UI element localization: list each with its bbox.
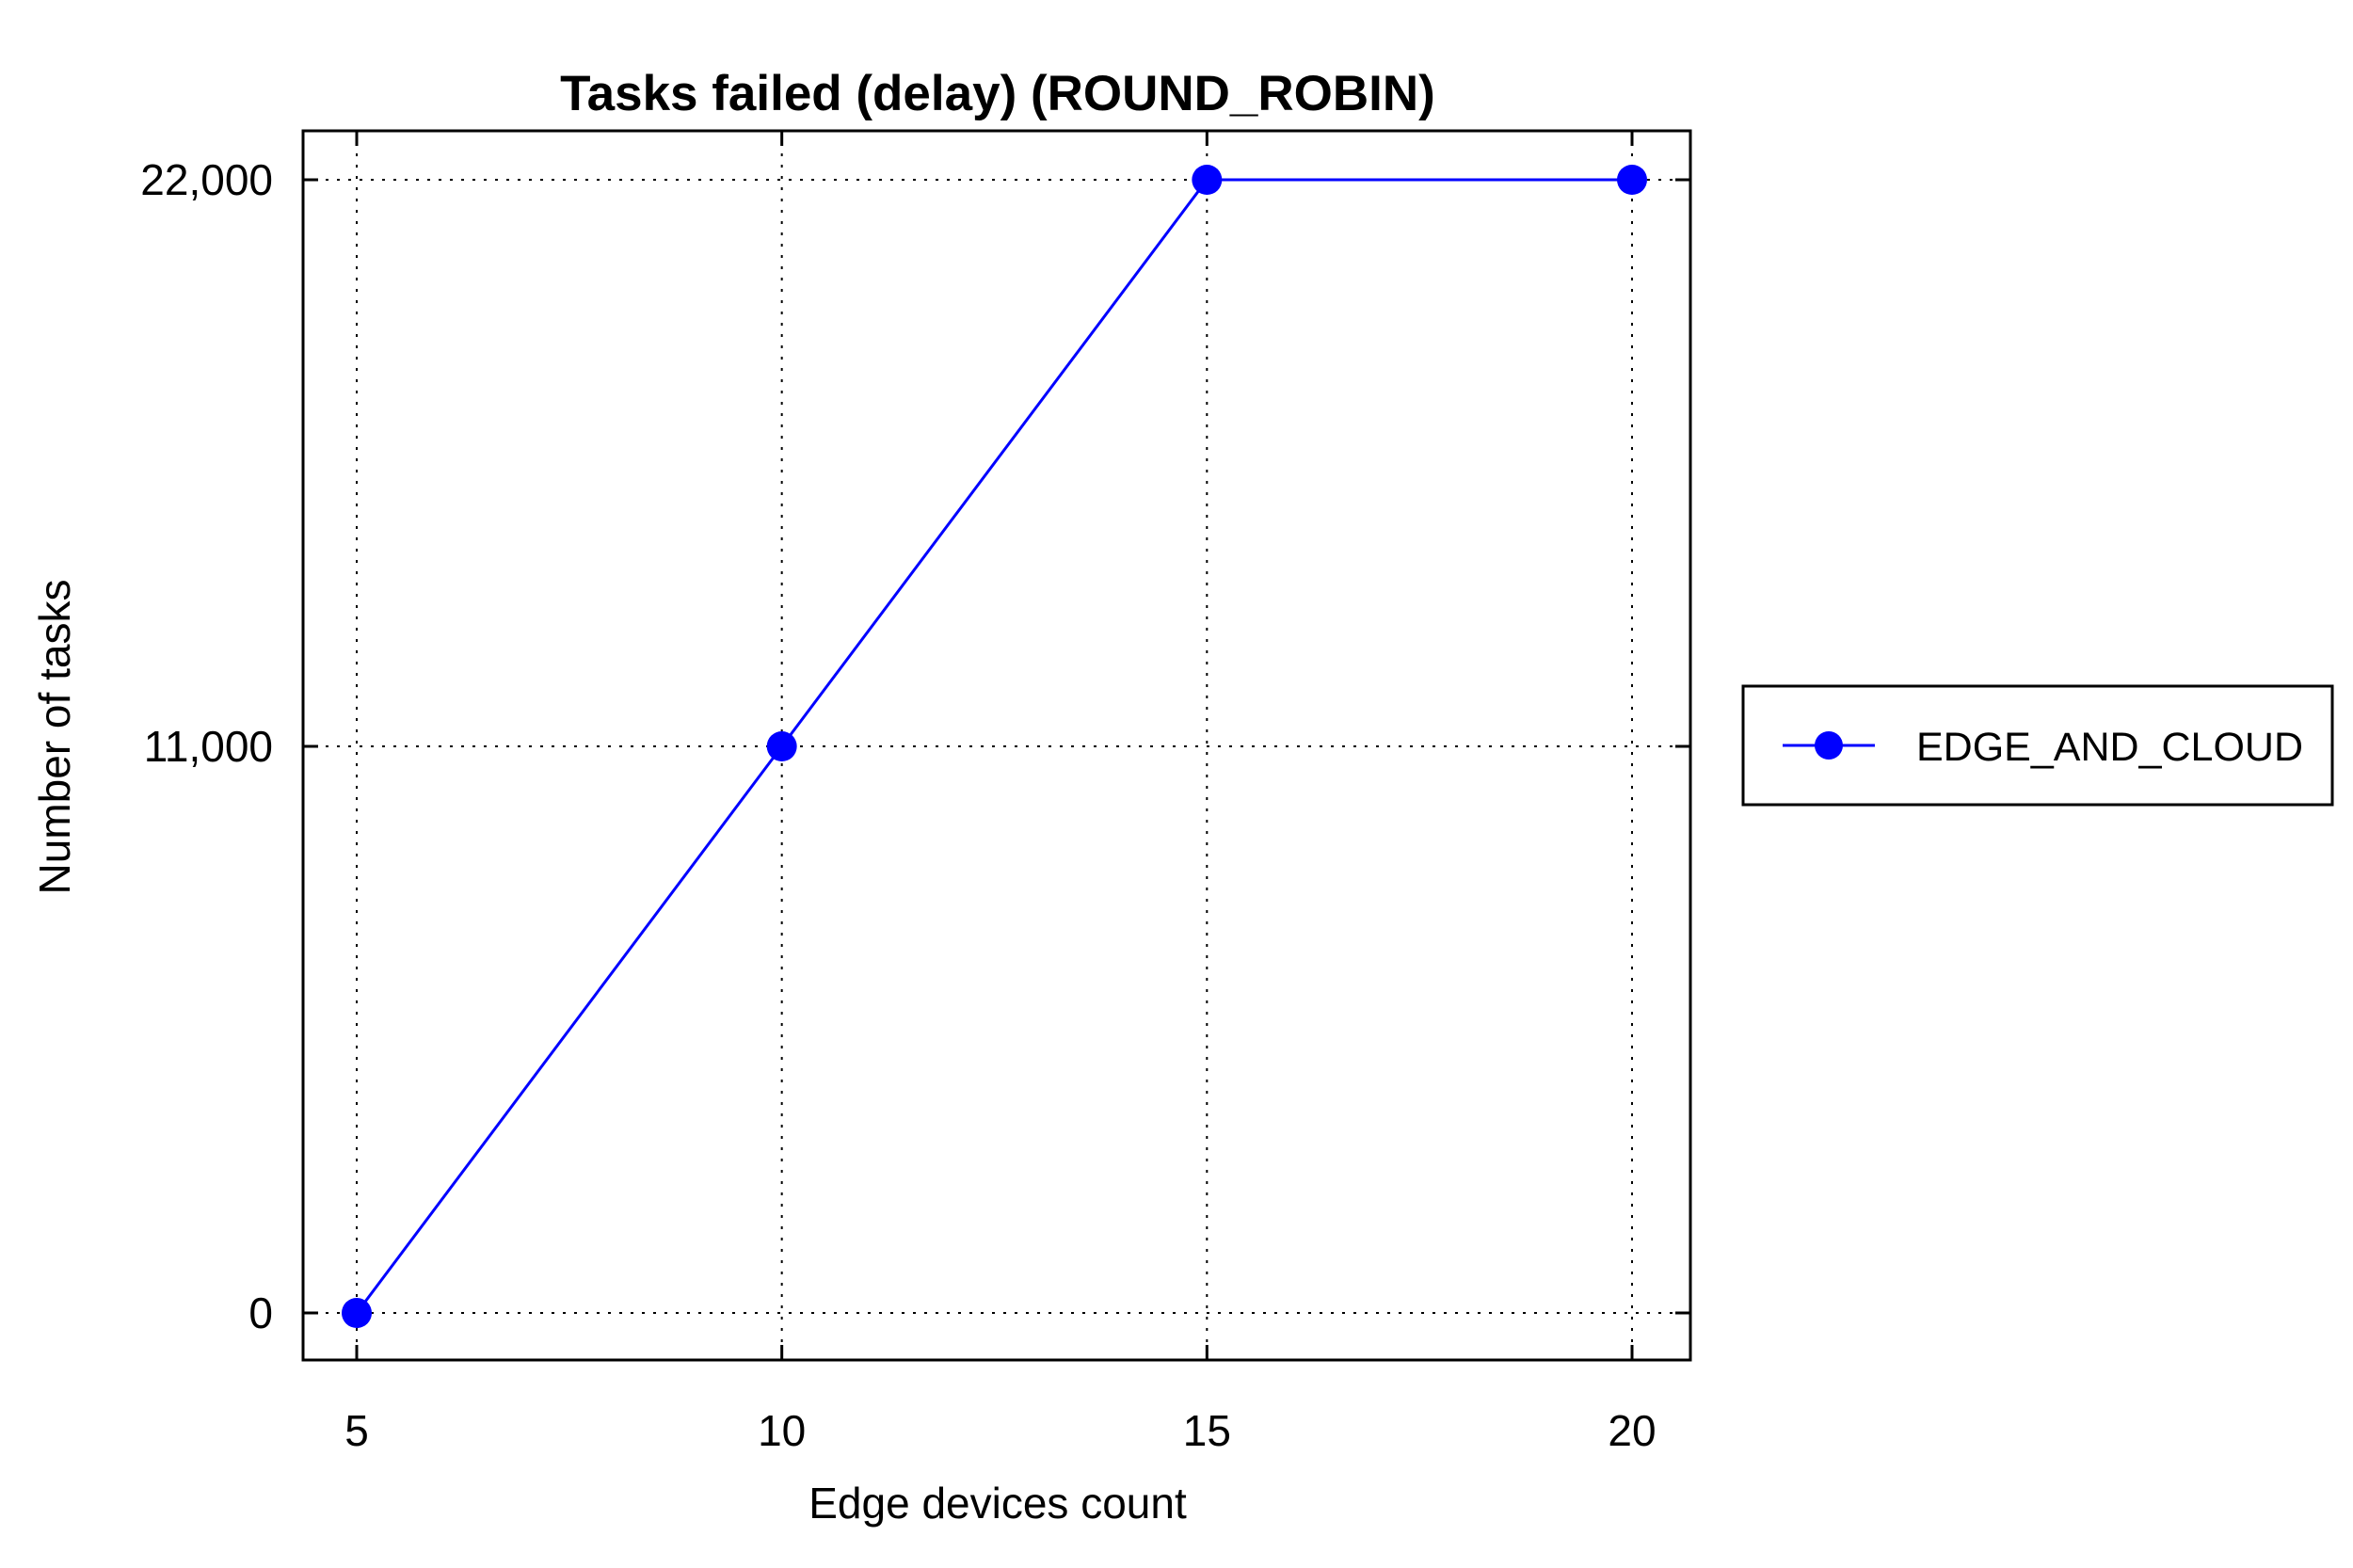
grid (303, 131, 1690, 1360)
chart-title: Tasks failed (delay) (ROUND_ROBIN) (560, 66, 1435, 121)
x-tick-label: 20 (1608, 1406, 1656, 1455)
x-axis-label: Edge devices count (808, 1479, 1187, 1528)
axis-ticks: 5 10 15 20 0 11,000 22,000 (140, 131, 1690, 1455)
y-tick-label: 22,000 (140, 155, 273, 204)
y-axis-label: Number of tasks (30, 580, 79, 895)
y-tick-label: 11,000 (144, 722, 273, 771)
legend-label: EDGE_AND_CLOUD (1916, 725, 2303, 770)
plot-area (301, 129, 1692, 1362)
legend: EDGE_AND_CLOUD (1741, 684, 2334, 807)
data-point (1617, 165, 1647, 195)
x-tick-label: 15 (1183, 1406, 1231, 1455)
data-point (766, 731, 797, 761)
series-line (355, 178, 1632, 1314)
data-point (342, 1298, 372, 1328)
x-tick-label: 5 (344, 1406, 369, 1455)
data-point (1192, 165, 1223, 195)
y-tick-label: 0 (248, 1288, 273, 1337)
legend-marker (1815, 731, 1843, 760)
series-layer (342, 165, 1647, 1328)
x-tick-label: 10 (758, 1406, 806, 1455)
